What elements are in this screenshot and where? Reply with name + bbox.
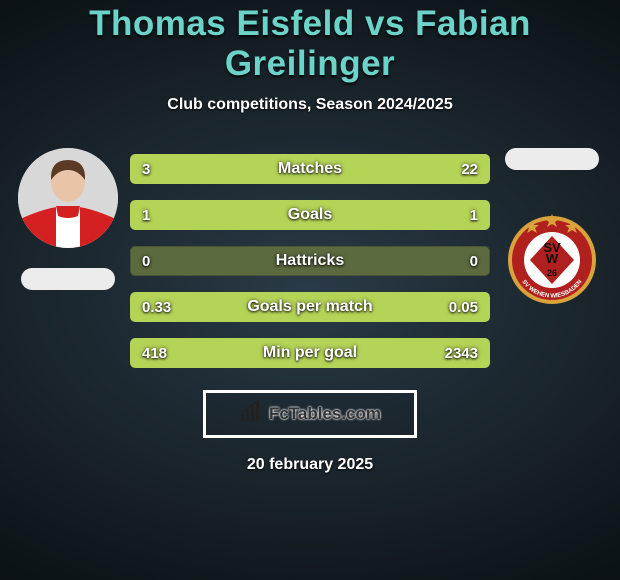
svg-text:26: 26 xyxy=(547,268,557,278)
stat-bar-min-per-goal: 418 Min per goal 2343 xyxy=(130,338,490,368)
stat-fill-left xyxy=(130,154,173,184)
stats-bars: 3 Matches 22 1 Goals 1 0 Hattricks 0 xyxy=(130,154,490,368)
stat-bar-goals: 1 Goals 1 xyxy=(130,200,490,230)
stat-fill-left xyxy=(130,200,310,230)
chart-icon xyxy=(239,400,263,429)
stat-label: Hattricks xyxy=(276,252,344,270)
stat-value-right: 22 xyxy=(461,161,478,178)
date-text: 20 february 2025 xyxy=(0,456,620,474)
stat-value-right: 0.05 xyxy=(449,299,478,316)
svg-text:Emirat: Emirat xyxy=(30,238,54,247)
player-right-club-pill xyxy=(505,148,599,170)
brand-box: FcTables.com xyxy=(203,390,417,438)
subtitle: Club competitions, Season 2024/2025 xyxy=(0,96,620,114)
stat-label: Matches xyxy=(278,160,342,178)
stat-label: Min per goal xyxy=(263,344,357,362)
stat-fill-right xyxy=(310,200,490,230)
brand-text: FcTables.com xyxy=(269,404,381,424)
stat-bar-hattricks: 0 Hattricks 0 xyxy=(130,246,490,276)
stat-value-right: 0 xyxy=(470,253,478,270)
stat-value-right: 2343 xyxy=(445,345,478,362)
stat-value-left: 0.33 xyxy=(142,299,171,316)
player-left-club-pill xyxy=(21,268,115,290)
svg-text:Fly: Fly xyxy=(38,228,51,238)
stat-label: Goals xyxy=(288,206,332,224)
stat-value-right: 1 xyxy=(470,207,478,224)
stat-value-left: 0 xyxy=(142,253,150,270)
player-right-club-badge: SV W 26 SV WEHEN WIESBADEN xyxy=(502,208,602,308)
stat-label: Goals per match xyxy=(247,298,372,316)
player-left-side: Fly Emirat xyxy=(14,154,122,290)
player-left-avatar: Fly Emirat xyxy=(18,148,118,248)
stat-bar-goals-per-match: 0.33 Goals per match 0.05 xyxy=(130,292,490,322)
page-title: Thomas Eisfeld vs Fabian Greilinger xyxy=(0,4,620,84)
player-right-side: SV W 26 SV WEHEN WIESBADEN xyxy=(498,154,606,308)
stat-bar-matches: 3 Matches 22 xyxy=(130,154,490,184)
stat-value-left: 1 xyxy=(142,207,150,224)
stat-value-left: 3 xyxy=(142,161,150,178)
svg-text:W: W xyxy=(546,251,559,266)
stat-value-left: 418 xyxy=(142,345,167,362)
